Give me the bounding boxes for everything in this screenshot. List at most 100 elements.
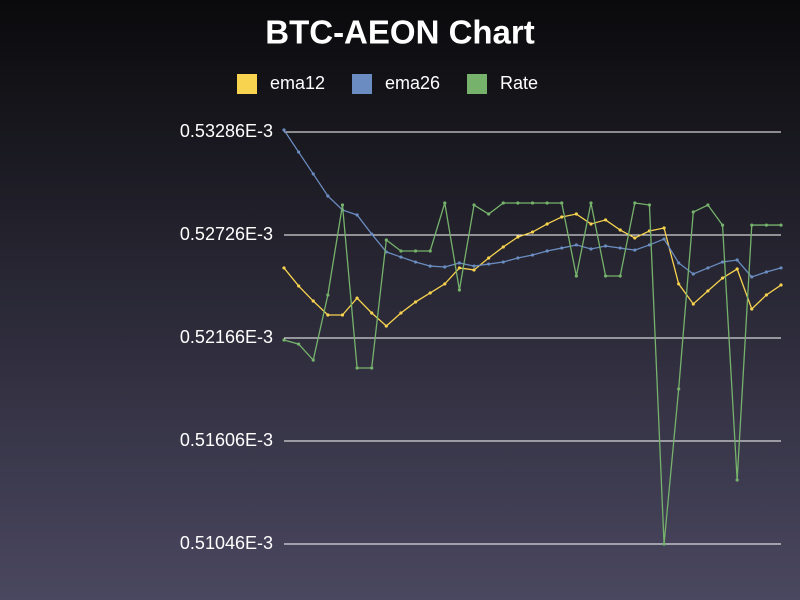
legend-swatch [352,74,372,94]
y-tick-label: 0.52726E-3 [180,224,273,244]
data-point [428,264,432,268]
data-point [764,270,768,274]
data-point [574,212,578,216]
data-point [355,366,359,370]
data-point [457,261,462,265]
data-point [589,247,593,251]
data-point [560,215,564,219]
data-point [750,307,754,311]
data-point [428,291,432,295]
data-point [530,230,535,234]
data-point [750,223,754,227]
data-point [603,274,608,278]
data-point [297,284,301,288]
data-point [326,313,330,317]
data-point [282,266,286,270]
data-point [750,275,754,279]
data-point [282,128,286,132]
data-point [413,260,418,264]
data-point [677,282,681,286]
data-point [662,226,666,230]
data-point [545,222,549,226]
data-point [297,342,301,346]
data-point [545,201,549,205]
data-point [472,264,476,268]
data-point [530,253,535,257]
data-point [297,150,301,154]
data-point [501,260,505,264]
data-point [457,266,462,270]
data-point [487,212,491,216]
data-point [647,243,652,247]
data-point [501,245,505,249]
data-point [545,249,549,253]
data-point [633,201,637,205]
data-point [370,232,374,236]
data-point [706,266,710,270]
data-point [779,283,783,287]
data-point [779,223,783,227]
y-tick-label: 0.52166E-3 [180,327,273,347]
data-point [355,296,359,300]
data-point [764,223,768,227]
data-point [516,256,520,260]
data-point [779,266,783,270]
y-tick-label: 0.51606E-3 [180,430,273,450]
data-point [384,324,388,328]
data-point [516,235,520,239]
data-point [340,313,345,317]
legend-label: ema26 [385,73,440,93]
data-point [530,201,535,205]
data-point [677,387,681,391]
data-point [589,201,593,205]
y-tick-label: 0.51046E-3 [180,533,273,553]
data-point [399,311,403,315]
data-point [603,244,608,248]
data-point [560,201,564,205]
chart-title: BTC-AEON Chart [265,14,535,51]
data-point [326,194,330,198]
data-point [443,282,447,286]
data-point [399,249,403,253]
data-point [472,203,476,207]
data-point [413,249,418,253]
legend-label: Rate [500,73,538,93]
data-point [443,265,447,269]
data-point [662,237,666,241]
data-point [457,288,462,292]
data-point [487,256,491,260]
data-point [311,358,315,362]
data-point [501,201,505,205]
data-point [326,293,330,297]
data-point [487,262,491,266]
data-point [633,248,637,252]
data-point [618,246,622,250]
data-point [311,172,315,176]
data-point [413,300,418,304]
data-point [472,268,476,272]
data-point [706,289,710,293]
data-point [691,210,695,214]
data-point [574,243,578,247]
data-point [311,299,315,303]
data-point [516,201,520,205]
data-point [355,213,359,217]
data-point [691,272,695,276]
data-point [633,236,637,240]
data-point [603,218,608,222]
data-point [691,302,695,306]
data-point [618,274,622,278]
data-point [662,542,666,546]
legend-swatch [467,74,487,94]
data-point [282,338,286,342]
data-point [370,311,374,315]
data-point [735,267,739,271]
data-point [589,222,593,226]
data-point [720,260,725,264]
data-point [384,238,388,242]
data-point [428,249,432,253]
data-point [720,223,725,227]
data-point [735,258,739,262]
